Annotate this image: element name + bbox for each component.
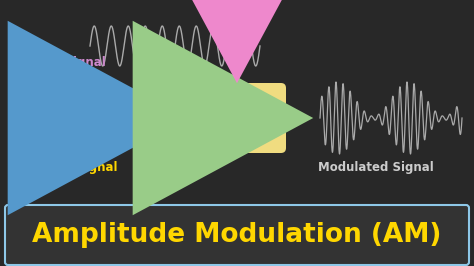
Text: Message Signal: Message Signal xyxy=(14,161,118,174)
Text: Modulation: Modulation xyxy=(198,111,276,124)
Text: Amplitude Modulation (AM): Amplitude Modulation (AM) xyxy=(32,222,442,248)
FancyBboxPatch shape xyxy=(5,205,469,265)
FancyBboxPatch shape xyxy=(188,83,286,153)
Text: Carrier Signal: Carrier Signal xyxy=(14,56,106,69)
Text: Modulated Signal: Modulated Signal xyxy=(318,161,434,174)
